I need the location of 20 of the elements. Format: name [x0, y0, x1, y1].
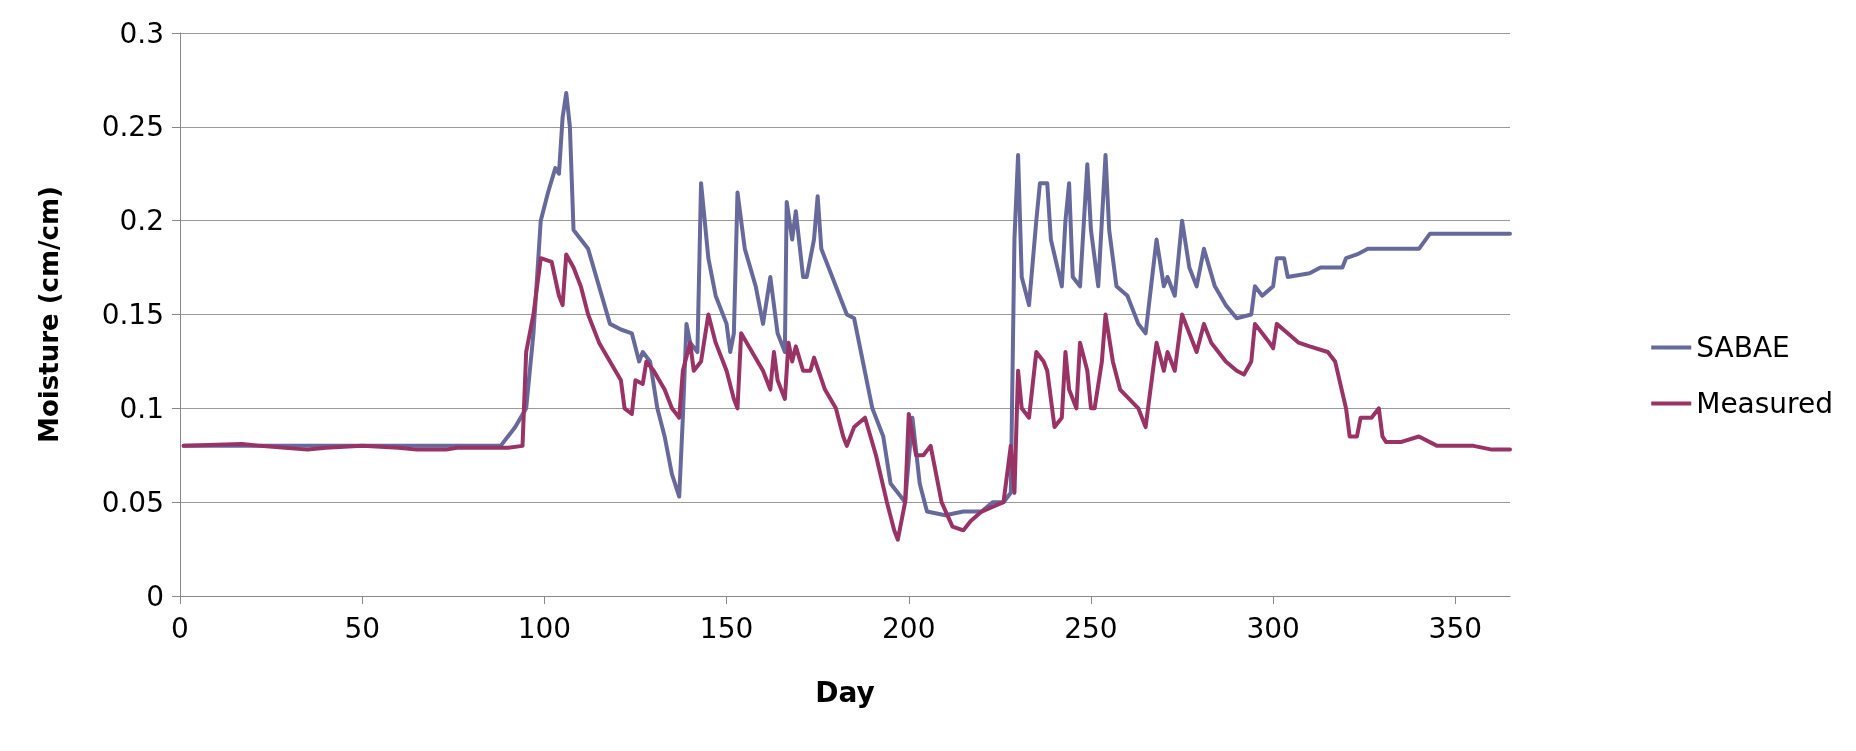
- y-axis-title: Moisture (cm/cm): [34, 186, 64, 443]
- x-tick-label: 250: [1064, 611, 1118, 645]
- x-tick-label: 200: [882, 611, 936, 645]
- x-tick-label: 350: [1428, 611, 1483, 645]
- y-tick-label: 0.05: [101, 485, 164, 519]
- line-series: [181, 252, 1512, 542]
- legend-label: Measured: [1696, 387, 1834, 420]
- x-tick-label: 0: [171, 611, 189, 645]
- y-tick-label: 0.25: [101, 110, 164, 144]
- x-axis-title: Day: [815, 675, 875, 709]
- x-tick-label: 300: [1246, 611, 1300, 645]
- y-tick-label: 0.1: [119, 391, 164, 425]
- x-tick-label: 50: [344, 611, 381, 645]
- legend-label: SABAE: [1696, 331, 1790, 364]
- x-tick-label: 100: [517, 611, 572, 645]
- y-tick-label: 0.2: [119, 204, 164, 238]
- y-tick-label: 0: [146, 579, 164, 613]
- y-tick-label: 0.3: [119, 16, 164, 50]
- y-tick-label: 0.15: [101, 298, 164, 331]
- x-tick-label: 150: [699, 611, 754, 645]
